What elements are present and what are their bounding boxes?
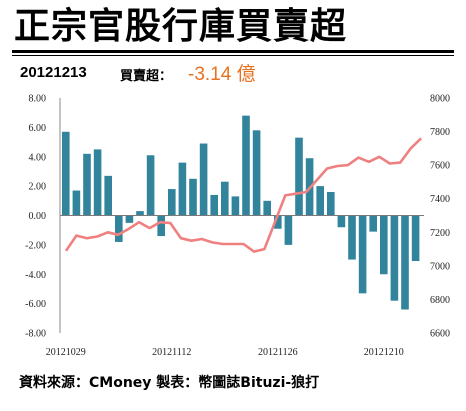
source-note: 資料來源：CMoney 製表：幣圖誌Bituzi-狼打	[19, 375, 320, 391]
net-buy-sell-value: -3.14 億	[188, 64, 256, 85]
x-axis-tick-label: 20121029	[46, 347, 86, 358]
bar	[199, 143, 208, 216]
bar	[380, 215, 388, 275]
line-series	[64, 137, 423, 253]
bar	[263, 200, 271, 216]
index-line	[64, 137, 423, 253]
right-axis-tick-label: 7800	[430, 127, 450, 138]
right-axis-ticks: 8000 7800 7600 7400 7200 7000 6800 6600	[430, 94, 450, 340]
x-axis-tick-label: 20121210	[364, 347, 404, 358]
bar	[221, 181, 229, 216]
bar	[327, 192, 335, 216]
bar	[316, 186, 324, 216]
right-axis-tick-label: 8000	[430, 94, 450, 105]
right-axis-tick-label: 7000	[430, 261, 450, 272]
bar	[146, 155, 155, 216]
left-axis-tick-label: -4.00	[25, 270, 46, 281]
bar	[231, 196, 240, 216]
page-title: 正宗官股行庫買賣超	[14, 5, 348, 47]
bar	[358, 215, 367, 294]
bar	[337, 215, 346, 228]
bar	[274, 215, 282, 229]
right-axis-tick-label: 7600	[430, 161, 450, 172]
title-divider-thick	[12, 50, 454, 53]
left-axis-tick-label: -8.00	[25, 329, 46, 340]
bar	[93, 149, 102, 216]
right-axis-tick-label: 6800	[430, 295, 450, 306]
report-date: 20121213	[20, 64, 87, 81]
right-axis-tick-label: 7400	[430, 194, 450, 205]
net-buy-sell-label: 買賣超：	[120, 69, 173, 84]
left-axis-ticks: 8.00 6.00 4.00 2.00 0.00 -2.00 -4.00 -6.00 -8.00	[25, 94, 46, 340]
bar	[348, 215, 356, 260]
title-divider-thin	[12, 55, 454, 56]
bar	[284, 215, 293, 245]
x-axis-ticks: 20121029 20121112 20121126 20121210	[46, 347, 404, 358]
right-axis-tick-label: 7200	[430, 228, 450, 239]
bar	[62, 131, 70, 216]
left-axis-tick-label: -2.00	[25, 240, 46, 251]
bar	[210, 194, 218, 216]
bar	[369, 215, 377, 232]
x-axis-tick-label: 20121126	[258, 347, 298, 358]
left-axis-tick-label: -6.00	[25, 299, 46, 310]
bar	[411, 215, 420, 262]
left-axis-tick-label: 4.00	[29, 152, 47, 163]
bar	[115, 215, 123, 242]
bar-series	[60, 115, 424, 310]
right-axis-tick-label: 6600	[430, 329, 450, 340]
bar	[157, 215, 165, 237]
bar	[242, 115, 250, 216]
buy-sell-chart: 8.00 6.00 4.00 2.00 0.00 -2.00 -4.00 -6.00 -8.00…	[25, 94, 450, 359]
left-axis-tick-label: 2.00	[29, 182, 47, 193]
left-axis-tick-label: 8.00	[29, 94, 47, 105]
bar	[252, 130, 261, 216]
bar	[104, 175, 112, 216]
bar	[401, 215, 409, 310]
bar	[295, 137, 303, 216]
bar	[83, 153, 91, 216]
bar	[189, 178, 197, 216]
bar	[178, 162, 187, 216]
bar	[390, 215, 399, 301]
left-axis-tick-label: 0.00	[29, 211, 47, 222]
x-axis-tick-label: 20121112	[152, 347, 191, 358]
bar	[72, 190, 81, 216]
bar	[136, 211, 144, 216]
bar	[168, 189, 176, 216]
bar	[125, 215, 134, 223]
left-axis-tick-label: 6.00	[29, 123, 47, 134]
